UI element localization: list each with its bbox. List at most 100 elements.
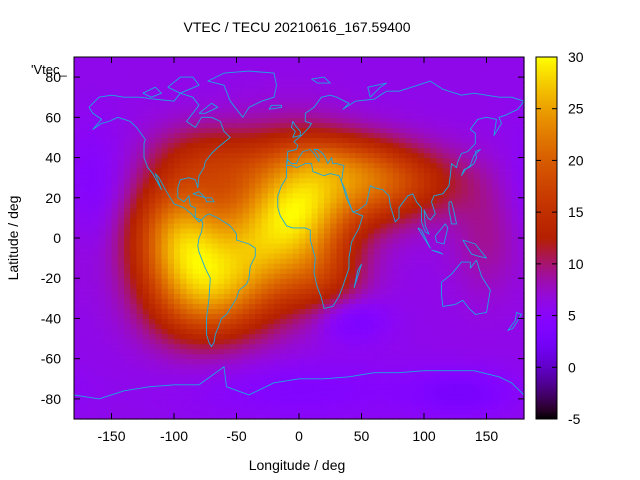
heatmap-cell (142, 253, 150, 259)
heatmap-cell (111, 243, 119, 249)
heatmap-cell (492, 333, 500, 340)
heatmap-cell (186, 207, 194, 214)
heatmap-cell (499, 77, 506, 83)
heatmap-cell (99, 403, 106, 410)
heatmap-cell (180, 187, 188, 194)
heatmap-cell (367, 132, 375, 139)
heatmap-cell (442, 212, 450, 219)
heatmap-cell (336, 62, 344, 68)
heatmap-cell (236, 62, 244, 68)
heatmap-cell (261, 67, 269, 73)
heatmap-cell (124, 398, 131, 405)
heatmap-cell (480, 238, 488, 244)
heatmap-cell (299, 238, 306, 244)
heatmap-cell (224, 263, 231, 269)
heatmap-cell (111, 263, 119, 269)
heatmap-cell (74, 187, 81, 194)
heatmap-cell (130, 222, 138, 229)
heatmap-cell (280, 393, 288, 400)
heatmap-cell (311, 112, 319, 118)
heatmap-cell (355, 57, 363, 63)
heatmap-cell (74, 338, 81, 345)
heatmap-cell (111, 343, 119, 350)
heatmap-cell (236, 57, 244, 63)
heatmap-cell (311, 313, 319, 320)
heatmap-cell (342, 202, 350, 209)
heatmap-cell (330, 137, 338, 144)
heatmap-cell (299, 328, 306, 335)
heatmap-cell (311, 363, 319, 370)
heatmap-cell (317, 238, 325, 244)
heatmap-cell (411, 142, 419, 149)
heatmap-cell (367, 57, 375, 63)
heatmap-cell (280, 363, 288, 370)
heatmap-cell (361, 343, 369, 350)
heatmap-cell (492, 388, 500, 395)
heatmap-cell (430, 398, 438, 405)
heatmap-cell (424, 117, 431, 123)
heatmap-cell (80, 197, 88, 204)
heatmap-cell (505, 408, 513, 415)
heatmap-cell (280, 207, 288, 214)
heatmap-cell (449, 323, 456, 330)
heatmap-cell (224, 102, 231, 108)
heatmap-cell (286, 258, 294, 264)
heatmap-cell (149, 293, 156, 299)
heatmap-cell (99, 313, 106, 320)
heatmap-cell (367, 87, 375, 93)
heatmap-cell (124, 207, 131, 214)
heatmap-cell (336, 308, 344, 315)
heatmap-cell (199, 147, 206, 154)
heatmap-cell (436, 268, 444, 274)
heatmap-cell (136, 253, 144, 259)
heatmap-cell (80, 232, 88, 239)
heatmap-cell (430, 227, 438, 234)
heatmap-cell (380, 338, 388, 345)
heatmap-cell (292, 273, 300, 279)
heatmap-cell (474, 278, 481, 284)
heatmap-cell (205, 167, 213, 174)
heatmap-cell (349, 403, 356, 410)
heatmap-cell (461, 127, 469, 134)
heatmap-cell (424, 97, 431, 103)
heatmap-cell (192, 182, 200, 189)
heatmap-cell (461, 172, 469, 179)
heatmap-cell (199, 328, 206, 335)
heatmap-cell (117, 408, 125, 415)
heatmap-cell (424, 82, 431, 88)
heatmap-cell (449, 132, 456, 139)
heatmap-cell (92, 348, 100, 355)
heatmap-cell (217, 192, 225, 199)
heatmap-cell (499, 258, 506, 264)
heatmap-cell (105, 298, 113, 304)
heatmap-cell (136, 318, 144, 325)
heatmap-cell (167, 152, 175, 159)
heatmap-cell (455, 348, 463, 355)
heatmap-cell (486, 82, 494, 88)
heatmap-cell (430, 167, 438, 174)
heatmap-cell (474, 258, 481, 264)
heatmap-cell (361, 358, 369, 365)
heatmap-cell (199, 77, 206, 83)
heatmap-cell (136, 333, 144, 340)
heatmap-cell (199, 323, 206, 330)
heatmap-cell (411, 413, 419, 420)
heatmap-cell (249, 122, 256, 128)
heatmap-cell (467, 137, 475, 144)
heatmap-cell (92, 67, 100, 73)
heatmap-cell (392, 112, 400, 118)
heatmap-cell (142, 197, 150, 204)
heatmap-cell (480, 192, 488, 199)
heatmap-cell (374, 192, 381, 199)
heatmap-cell (111, 112, 119, 118)
heatmap-cell (386, 222, 394, 229)
heatmap-cell (411, 393, 419, 400)
heatmap-cell (280, 97, 288, 103)
heatmap-cell (130, 328, 138, 335)
heatmap-cell (117, 368, 125, 375)
heatmap-cell (336, 97, 344, 103)
heatmap-cell (467, 413, 475, 420)
heatmap-cell (449, 87, 456, 93)
heatmap-cell (274, 207, 281, 214)
heatmap-cell (192, 132, 200, 139)
